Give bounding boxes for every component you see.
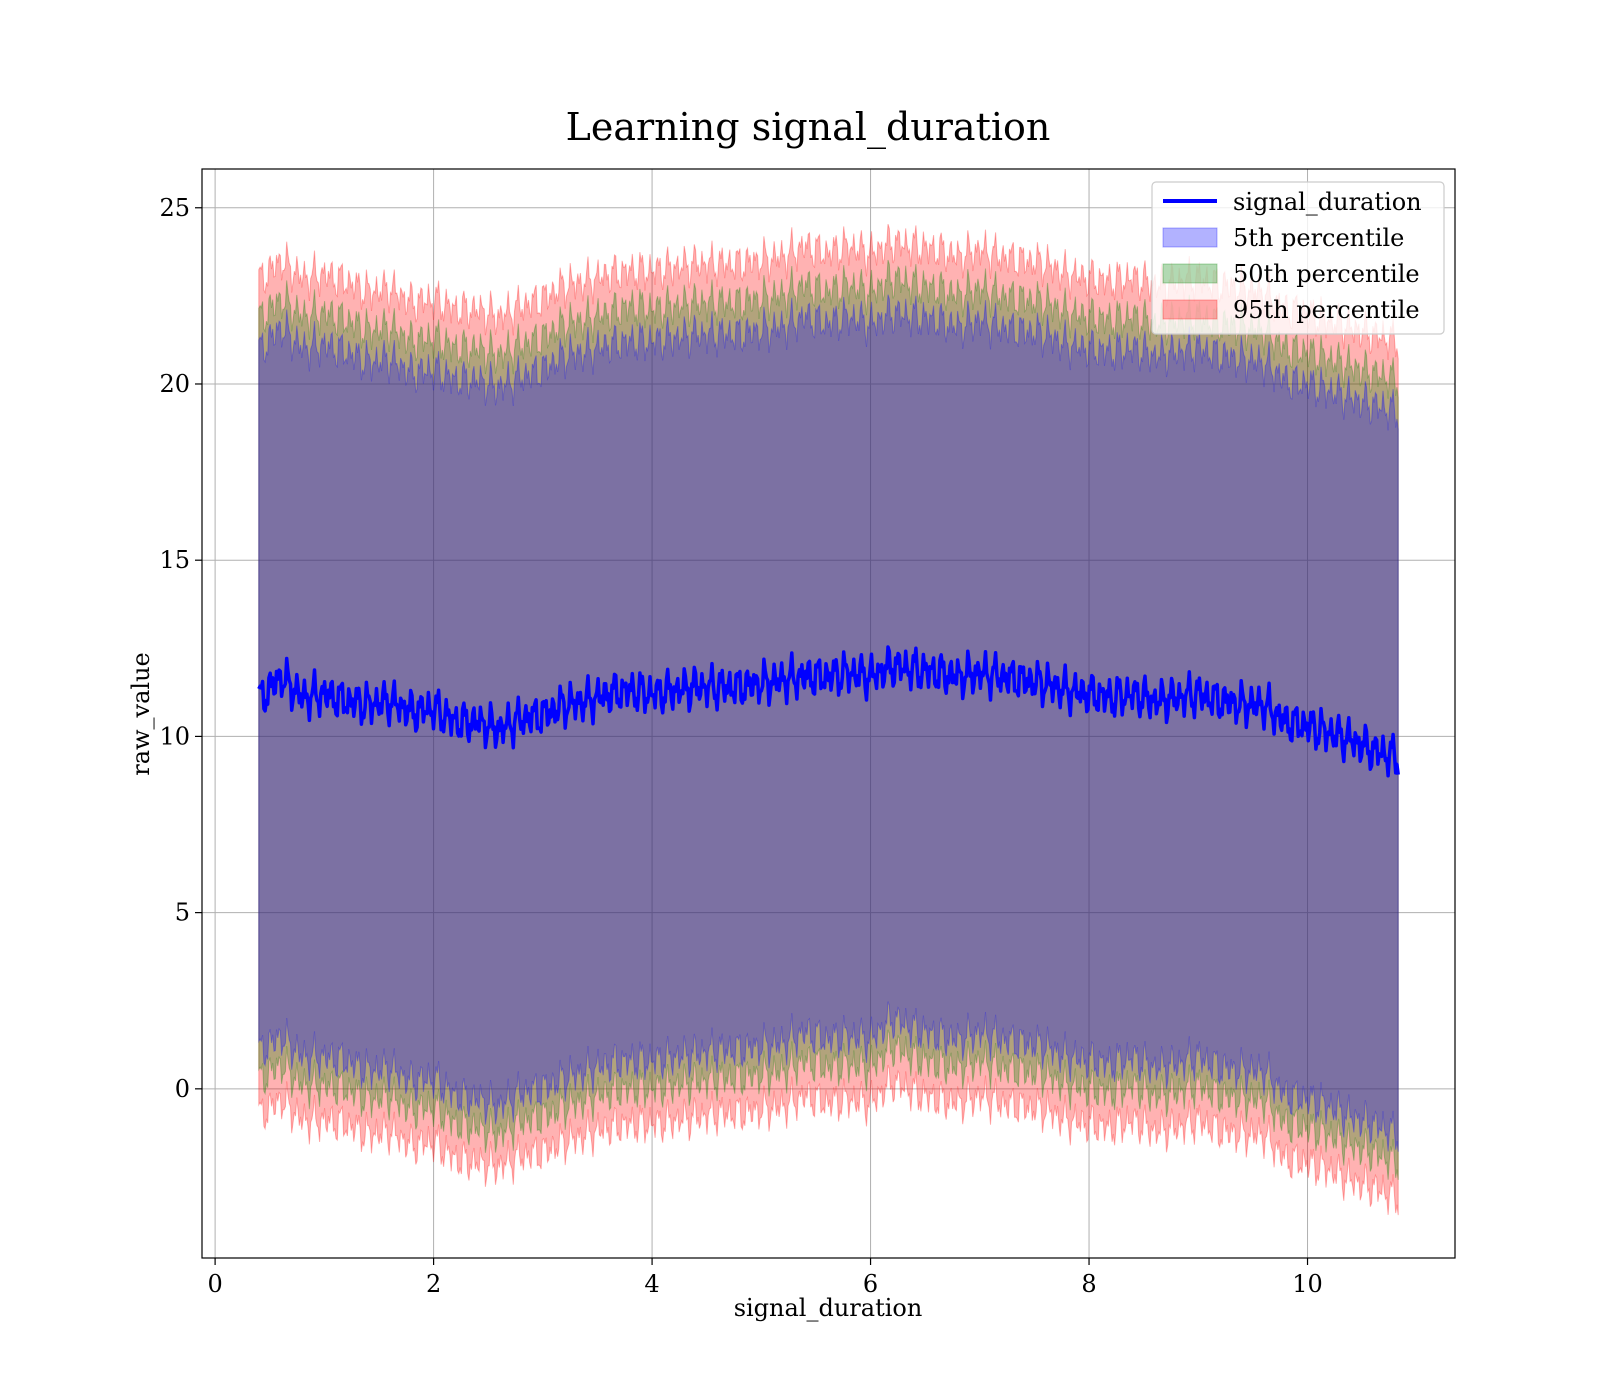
series-lines <box>257 645 1400 778</box>
plot-area <box>201 168 1456 1259</box>
band-50th-percentile <box>258 259 1399 1180</box>
y-tick-label: 10 <box>159 722 190 750</box>
legend-label-95th: 95th percentile <box>1233 296 1420 324</box>
y-axis-ticks: 0 5 10 15 20 25 <box>159 194 202 1103</box>
legend-label-signal-duration: signal_duration <box>1233 188 1422 216</box>
legend-label-5th: 5th percentile <box>1233 224 1404 252</box>
x-tick-label: 0 <box>207 1270 222 1298</box>
band-5th-percentile <box>258 294 1399 1152</box>
legend-swatch-5th <box>1162 227 1218 248</box>
x-tick-label: 8 <box>1081 1270 1096 1298</box>
x-axis-label: signal_duration <box>734 1294 923 1322</box>
percentile-bands <box>258 223 1399 1216</box>
band-95th-percentile <box>258 223 1399 1216</box>
y-tick-label: 25 <box>159 194 190 222</box>
legend-label-50th: 50th percentile <box>1233 260 1420 288</box>
y-axis-label: raw_value <box>127 652 155 776</box>
x-tick-label: 4 <box>644 1270 659 1298</box>
legend-frame <box>1151 181 1445 335</box>
plot-frame <box>201 168 1456 1259</box>
x-tick-label: 6 <box>863 1270 878 1298</box>
legend-swatch-50th <box>1162 263 1218 284</box>
y-tick-label: 15 <box>159 546 190 574</box>
x-tick-label: 10 <box>1292 1270 1323 1298</box>
chart-title: Learning signal_duration <box>566 105 1051 150</box>
y-tick-label: 0 <box>175 1075 190 1103</box>
y-tick-label: 20 <box>159 370 190 398</box>
x-axis-ticks: 0 2 4 6 8 10 <box>207 1258 1323 1298</box>
line-signal_duration <box>257 645 1400 778</box>
x-tick-label: 2 <box>426 1270 441 1298</box>
legend-swatch-95th <box>1162 299 1218 320</box>
grid <box>202 169 1455 1258</box>
y-tick-label: 5 <box>175 899 190 927</box>
legend: signal_duration 5th percentile 50th perc… <box>1151 181 1445 335</box>
